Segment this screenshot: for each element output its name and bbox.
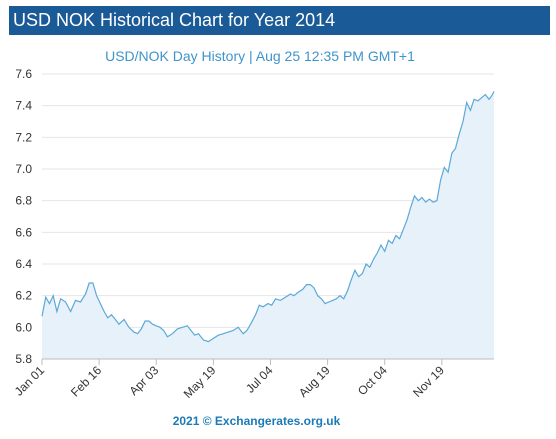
x-tick-label: Nov 19 [410,363,447,400]
y-tick-label: 6.2 [15,289,32,303]
chart-title-banner: USD NOK Historical Chart for Year 2014 [9,6,550,35]
y-tick-label: 7.0 [15,162,32,176]
x-tick-label: Aug 19 [296,363,333,400]
page-title: USD NOK Historical Chart for Year 2014 [13,10,336,30]
credit-text: 2021 © Exchangerates.org.uk [172,414,341,428]
x-tick-label: Jan 01 [12,363,48,399]
x-tick-label: Apr 03 [126,363,161,398]
x-tick-label: Oct 04 [355,363,390,398]
y-tick-label: 6.6 [15,225,32,239]
x-tick-label: Jul 04 [243,363,276,396]
y-tick-label: 6.8 [15,194,32,208]
y-tick-label: 6.4 [15,257,32,271]
credit-link[interactable]: 2021 © Exchangerates.org.uk [0,414,513,428]
currency-area-chart: USD/NOK Day History | Aug 25 12:35 PM GM… [12,48,495,401]
y-tick-label: 5.8 [15,352,32,366]
series-area [42,91,494,360]
y-tick-label: 7.2 [15,130,32,144]
x-tick-label: May 19 [181,363,219,401]
y-tick-label: 6.0 [15,320,32,334]
y-tick-label: 7.6 [15,67,32,81]
series-line [41,91,495,343]
y-tick-label: 7.4 [15,99,32,113]
x-tick-label: Feb 16 [68,363,105,400]
chart-subtitle: USD/NOK Day History | Aug 25 12:35 PM GM… [105,48,415,64]
